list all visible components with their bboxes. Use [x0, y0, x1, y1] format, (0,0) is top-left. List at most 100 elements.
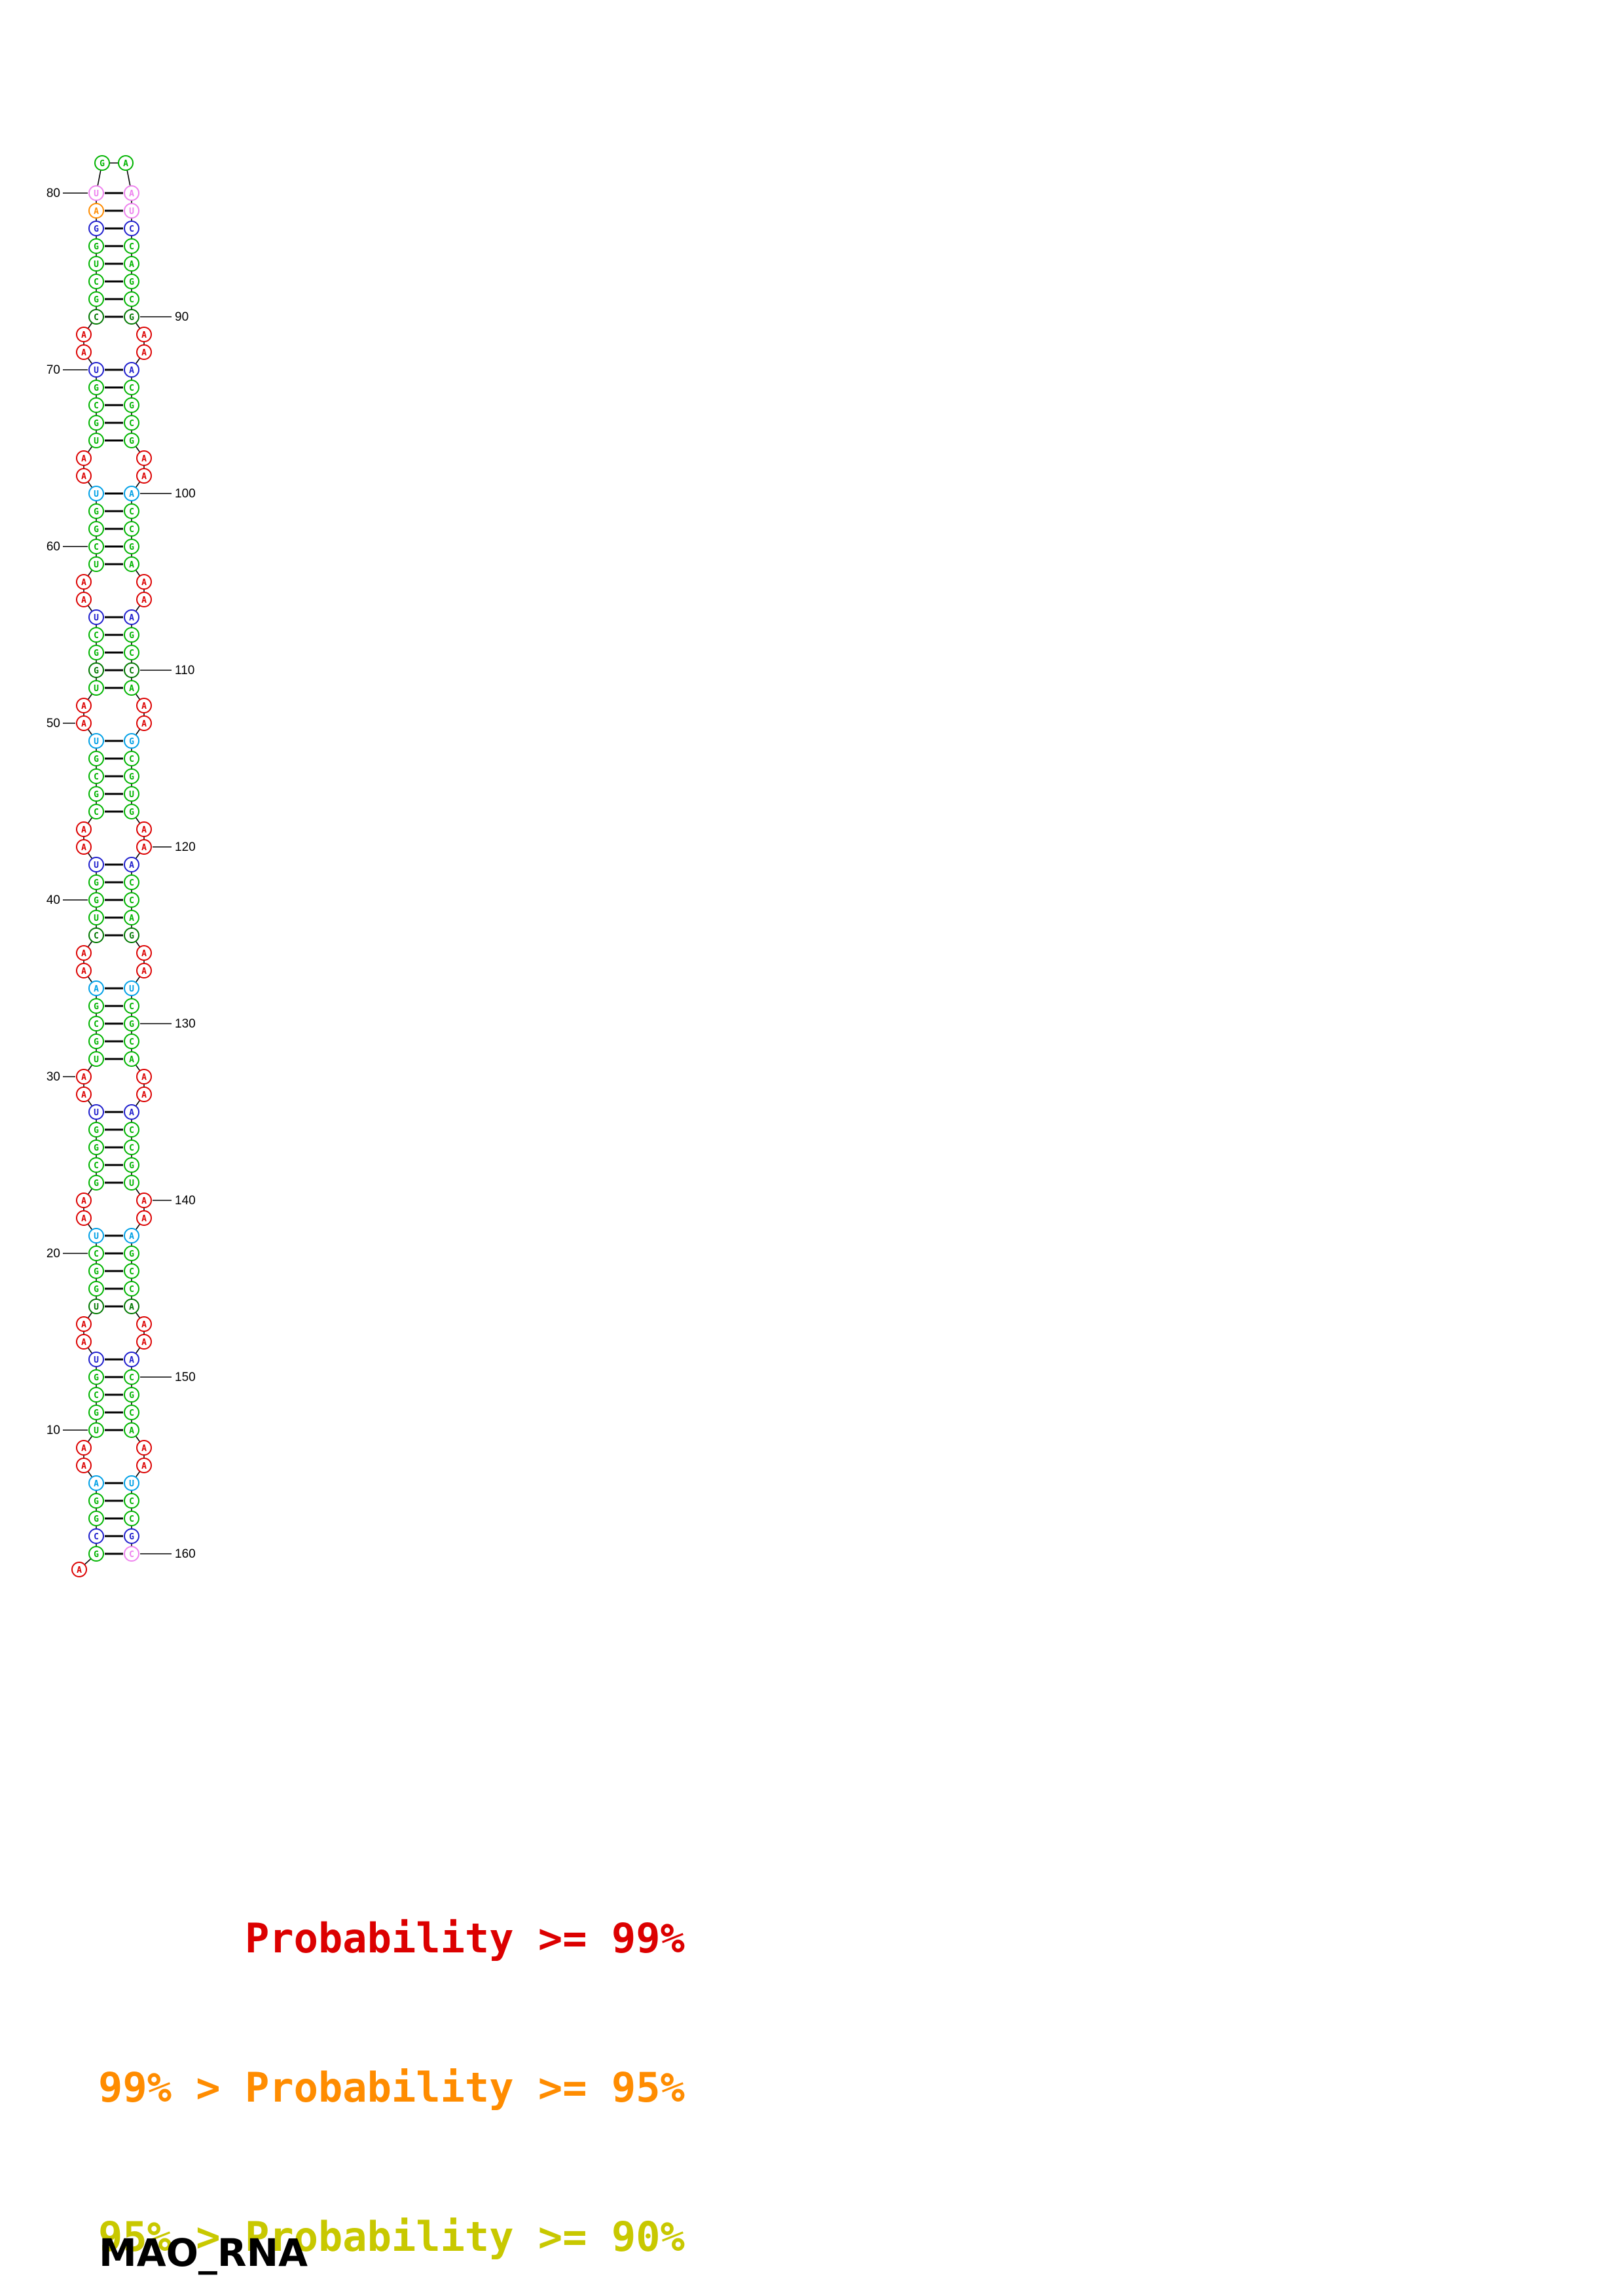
nucleotide-circle: [124, 1175, 139, 1191]
nucleotide-circle: [124, 1475, 139, 1491]
rna-structure-diagram: U AA UG CG CU AC GG CC GA AA AU AG CC GG CU GA AA AU AG CG C…: [46, 155, 196, 1577]
nucleotide-letter: C: [129, 649, 134, 658]
nucleotide-letter: G: [94, 242, 99, 252]
nucleotide-circle: [124, 910, 139, 925]
nucleotide-circle: [136, 1210, 152, 1226]
nucleotide-circle: [136, 327, 152, 342]
nucleotide-letter: G: [94, 790, 99, 800]
nucleotide-letter: G: [129, 1020, 134, 1030]
nucleotide-letter: G: [129, 543, 134, 552]
nucleotide-circle: [88, 1369, 104, 1385]
nucleotide-circle: [88, 662, 104, 678]
nucleotide-circle: [136, 839, 152, 855]
nucleotide-letter: C: [94, 543, 99, 552]
nucleotide-circle: [88, 1546, 104, 1562]
nucleotide-letter: A: [129, 490, 134, 499]
nucleotide-letter: G: [94, 755, 99, 764]
nucleotide-circle: [124, 768, 139, 784]
nucleotide-letter: A: [141, 702, 147, 711]
nucleotide-letter: G: [129, 313, 134, 323]
nucleotide-letter: G: [129, 401, 134, 411]
nucleotide-circle: [136, 821, 152, 837]
nucleotide-letter: C: [129, 242, 134, 252]
position-label: 70: [46, 363, 60, 377]
nucleotide-circle: [124, 1122, 139, 1138]
nucleotide-letter: G: [129, 1532, 134, 1542]
nucleotide-circle: [124, 503, 139, 519]
nucleotide-circle: [88, 1051, 104, 1067]
nucleotide-letter: U: [94, 914, 99, 924]
nucleotide-circle: [88, 238, 104, 254]
nucleotide-circle: [88, 751, 104, 766]
nucleotide-letter: G: [129, 1161, 134, 1171]
nucleotide-circle: [124, 609, 139, 625]
nucleotide-circle: [88, 1405, 104, 1420]
nucleotide-circle: [124, 733, 139, 749]
nucleotide-circle: [136, 1440, 152, 1456]
nucleotide-letter: C: [94, 1249, 99, 1259]
nucleotide-letter: C: [94, 401, 99, 411]
position-label: 100: [175, 487, 196, 501]
nucleotide-letter: C: [129, 666, 134, 676]
position-label: 10: [46, 1424, 60, 1437]
nucleotide-letter: G: [94, 507, 99, 517]
nucleotide-letter: A: [129, 1426, 134, 1436]
nucleotide-letter: U: [94, 490, 99, 499]
figure-title: MAO_RNA: [99, 2231, 308, 2275]
nucleotide-circle: [88, 1422, 104, 1438]
nucleotide-letter: U: [129, 984, 134, 994]
nucleotide-circle: [88, 380, 104, 395]
nucleotide-circle: [118, 155, 134, 171]
nucleotide-circle: [88, 1139, 104, 1155]
nucleotide-circle: [136, 592, 152, 607]
nucleotide-circle: [124, 521, 139, 537]
nucleotide-circle: [88, 1281, 104, 1297]
nucleotide-letter: G: [94, 878, 99, 888]
nucleotide-circle: [76, 450, 92, 466]
nucleotide-circle: [76, 963, 92, 978]
nucleotide-circle: [124, 892, 139, 908]
probability-legend: Probability >= 99% 99% > Probability >= …: [98, 1814, 685, 2296]
nucleotide-letter: A: [141, 472, 147, 482]
nucleotide-circle: [88, 1033, 104, 1049]
nucleotide-circle: [124, 1387, 139, 1403]
nucleotide-letter: A: [141, 719, 147, 729]
nucleotide-letter: U: [94, 1426, 99, 1436]
nucleotide-circle: [88, 1228, 104, 1244]
nucleotide-circle: [136, 1069, 152, 1085]
nucleotide-circle: [76, 1440, 92, 1456]
nucleotide-circle: [124, 1299, 139, 1314]
nucleotide-circle: [124, 539, 139, 554]
position-label: 20: [46, 1247, 60, 1261]
nucleotide-letter: U: [94, 1055, 99, 1065]
nucleotide-circle: [88, 768, 104, 784]
nucleotide-circle: [88, 1528, 104, 1544]
nucleotide-letter: A: [129, 613, 134, 623]
nucleotide-letter: G: [94, 295, 99, 305]
nucleotide-letter: G: [100, 159, 105, 169]
position-label: 120: [175, 840, 196, 854]
nucleotide-circle: [88, 503, 104, 519]
nucleotide-circle: [124, 627, 139, 643]
nucleotide-circle: [88, 1016, 104, 1031]
nucleotide-circle: [124, 645, 139, 660]
nucleotide-letter: G: [94, 1179, 99, 1189]
nucleotide-circle: [76, 945, 92, 961]
nucleotide-circle: [88, 910, 104, 925]
position-label: 80: [46, 187, 60, 200]
nucleotide-letter: A: [129, 560, 134, 570]
nucleotide-letter: G: [94, 1408, 99, 1418]
nucleotide-letter: A: [141, 843, 147, 853]
nucleotide-letter: U: [94, 861, 99, 870]
nucleotide-letter: A: [141, 1196, 147, 1206]
nucleotide-letter: A: [129, 189, 134, 199]
nucleotide-letter: C: [129, 525, 134, 535]
nucleotide-circle: [124, 238, 139, 254]
nucleotide-letter: A: [129, 684, 134, 694]
nucleotide-circle: [124, 1051, 139, 1067]
nucleotide-letter: C: [129, 384, 134, 393]
nucleotide-letter: A: [94, 1479, 99, 1489]
nucleotide-letter: U: [94, 1232, 99, 1242]
nucleotide-circle: [124, 1157, 139, 1173]
